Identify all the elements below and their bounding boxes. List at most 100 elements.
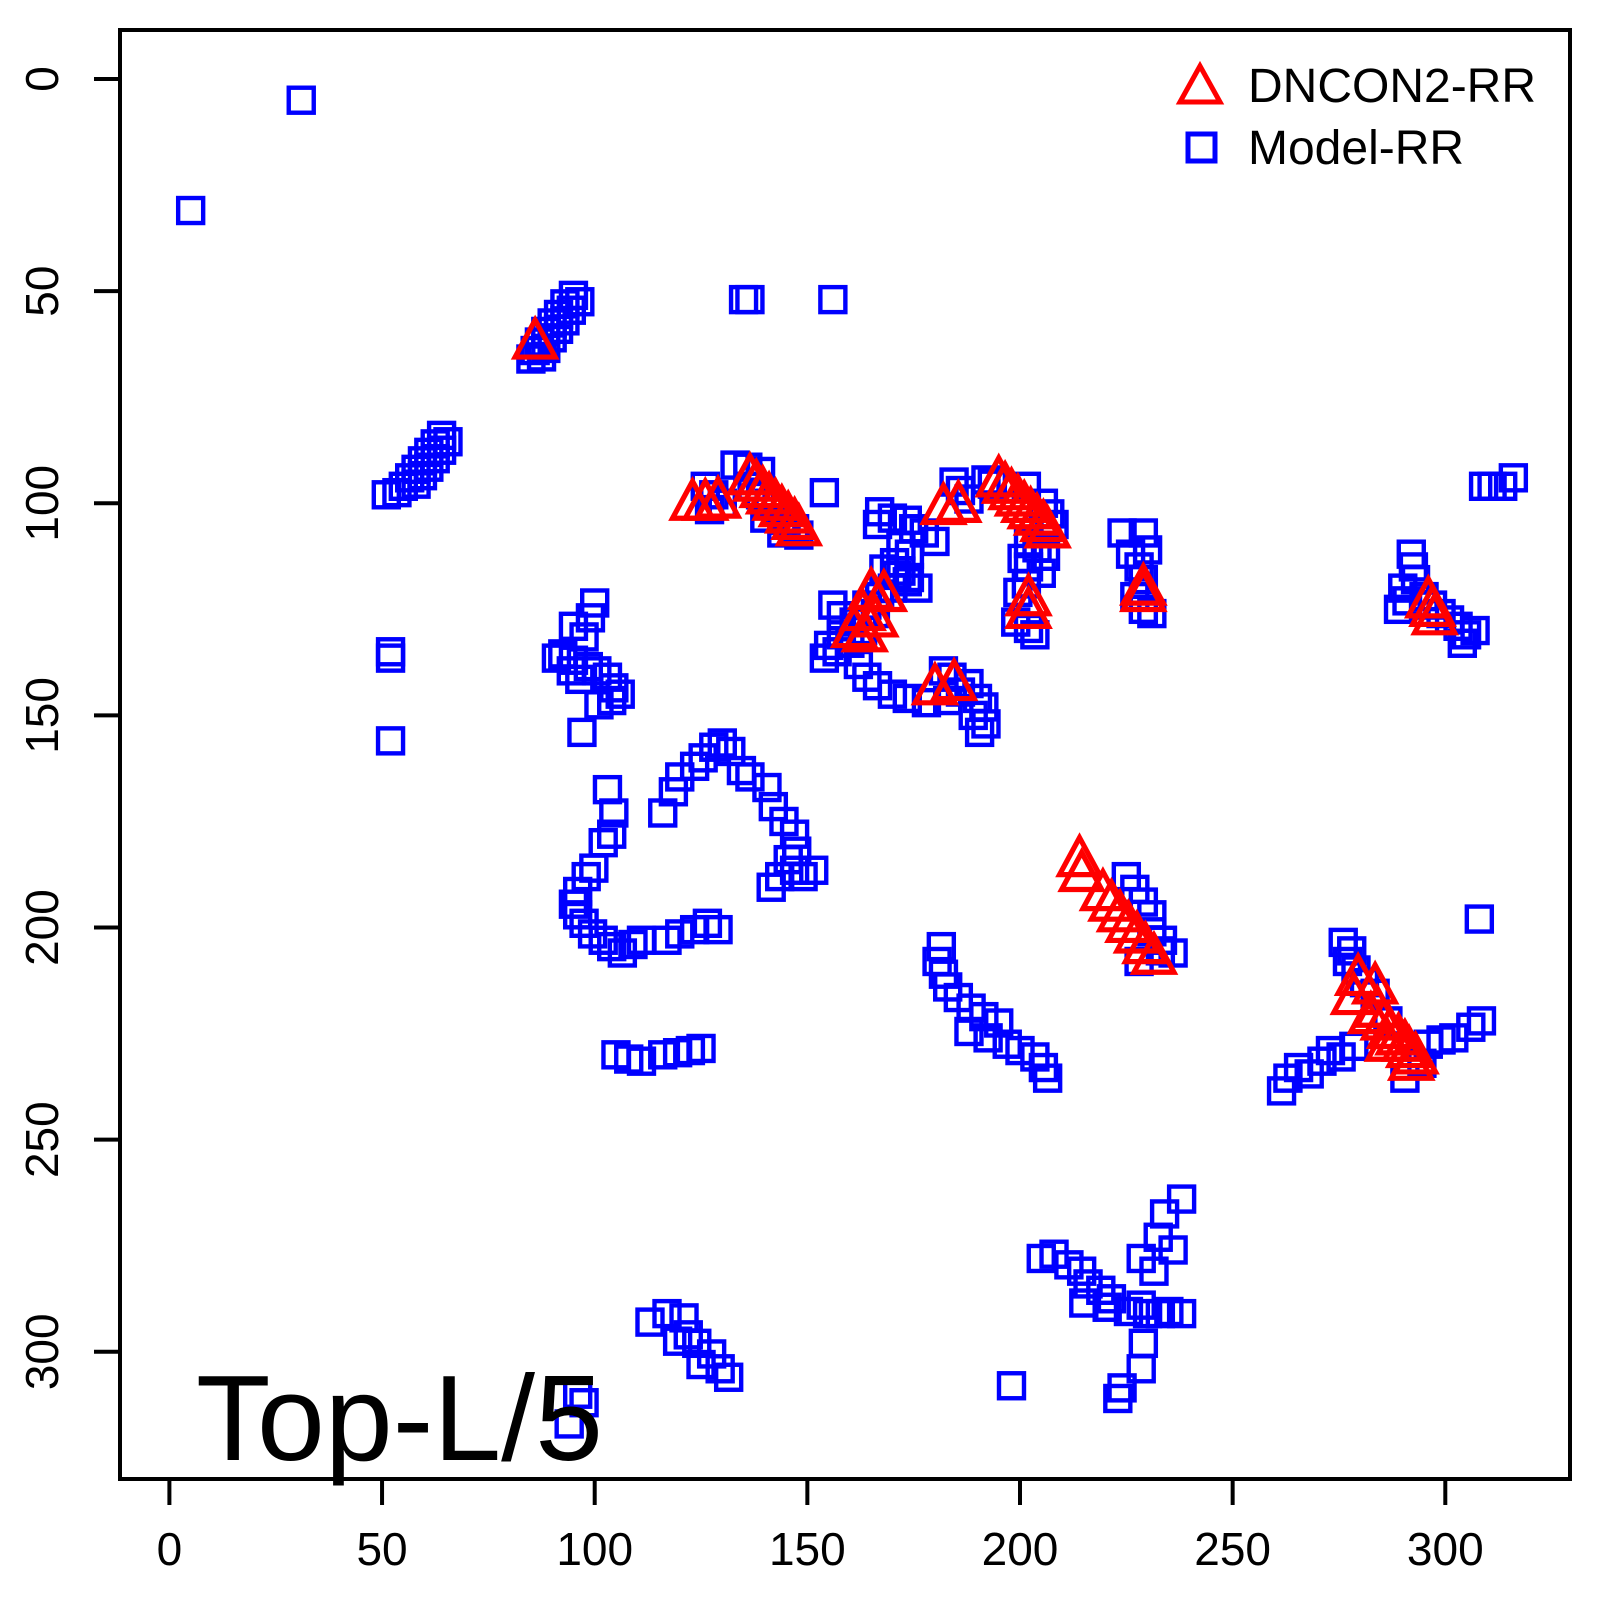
model-rr-marker — [818, 284, 848, 315]
dncon2-rr-marker — [774, 501, 824, 547]
x-tick-label: 300 — [1407, 1523, 1484, 1575]
model-rr-marker — [569, 1388, 599, 1418]
model-rr-marker — [1107, 518, 1137, 548]
dncon2-rr-marker — [1023, 503, 1073, 549]
model-rr-marker — [1032, 1063, 1063, 1093]
model-rr-marker — [679, 751, 710, 782]
y-tick-label: 300 — [16, 1313, 68, 1390]
dncon2-rr-marker — [1004, 583, 1053, 630]
model-rr-marker — [1460, 615, 1490, 646]
x-tick-label: 100 — [556, 1523, 633, 1575]
model-rr-marker — [877, 679, 908, 709]
model-rr-marker — [1132, 535, 1163, 565]
model-rr-marker — [286, 85, 316, 115]
dncon2-rr-marker — [1129, 929, 1179, 975]
model-rr-marker — [648, 1040, 678, 1070]
model-rr-marker — [652, 1298, 682, 1329]
model-rr-marker — [1166, 1184, 1197, 1214]
model-rr-marker — [1126, 1290, 1156, 1320]
dncon2-rr-marker — [1055, 832, 1104, 878]
model-rr-marker — [1466, 1006, 1497, 1036]
model-rr-marker — [686, 1033, 716, 1064]
model-rr-marker — [520, 335, 550, 366]
x-axis: 0 50 100 150 200 250 300 — [157, 1479, 1484, 1575]
dncon2-rr-marker — [1346, 989, 1396, 1035]
dncon2-rr-marker — [1386, 1035, 1436, 1081]
model-rr-marker — [1128, 1328, 1159, 1359]
model-rr-marker — [565, 664, 595, 695]
model-rr-marker — [954, 1016, 984, 1047]
model-rr-marker — [686, 1349, 716, 1380]
model-rr-marker — [973, 1023, 1003, 1053]
dncon2-rr-marker — [1057, 847, 1107, 893]
series-dncon2-rr — [510, 314, 1460, 1081]
model-rr-marker — [996, 1371, 1027, 1401]
y-tick-label: 150 — [16, 677, 68, 754]
model-rr-marker — [779, 855, 810, 885]
y-tick-label: 50 — [16, 266, 68, 317]
model-rr-marker — [1103, 1383, 1133, 1414]
model-rr-marker — [1464, 904, 1495, 934]
model-rr-marker — [705, 1354, 735, 1384]
model-rr-marker — [571, 861, 601, 892]
dncon2-rr-marker — [829, 603, 879, 649]
model-rr-marker — [809, 643, 840, 673]
series-model-rr — [175, 85, 1529, 1439]
model-rr-marker — [1020, 620, 1050, 650]
model-rr-marker — [635, 1307, 665, 1337]
model-rr-marker — [1158, 1235, 1188, 1265]
model-rr-marker — [618, 929, 648, 960]
model-rr-marker — [626, 1046, 657, 1076]
model-rr-marker — [756, 872, 786, 902]
legend-square-icon — [1185, 131, 1218, 164]
dncon2-rr-marker — [1329, 970, 1379, 1016]
model-rr-marker — [862, 671, 893, 701]
model-rr-marker — [735, 284, 765, 315]
model-rr-marker — [580, 588, 610, 618]
model-rr-marker — [371, 480, 402, 510]
model-rr-marker — [388, 471, 419, 501]
model-rr-marker — [1005, 1035, 1035, 1066]
model-rr-marker — [575, 603, 606, 633]
model-rr-marker — [375, 726, 406, 756]
dncon2-rr-marker — [1410, 590, 1460, 636]
model-rr-marker — [554, 1409, 584, 1439]
model-rr-marker — [175, 195, 206, 226]
x-tick-label: 0 — [157, 1523, 183, 1575]
model-rr-marker — [728, 284, 759, 315]
model-rr-marker — [707, 728, 737, 758]
model-rr-marker — [699, 732, 729, 762]
dncon2-rr-marker — [693, 473, 743, 519]
dncon2-rr-marker — [929, 656, 979, 702]
dncon2-rr-marker — [510, 314, 560, 360]
model-rr-marker — [703, 914, 733, 945]
x-tick-label: 50 — [356, 1523, 407, 1575]
legend-label-model: Model-RR — [1248, 122, 1464, 175]
y-tick-label: 250 — [16, 1101, 68, 1178]
model-rr-marker — [1166, 1298, 1197, 1329]
model-rr-marker — [1126, 1354, 1156, 1384]
model-rr-marker — [1092, 1292, 1122, 1322]
dncon2-rr-marker — [910, 660, 960, 706]
model-rr-marker — [713, 1362, 744, 1392]
model-rr-marker — [969, 1001, 999, 1032]
model-rr-marker — [375, 637, 406, 667]
model-rr-marker — [1498, 463, 1529, 493]
plot-box — [118, 28, 1572, 1481]
dncon2-rr-marker — [933, 477, 983, 523]
model-rr-marker — [562, 900, 593, 930]
legend-triangle-icon — [1175, 60, 1225, 105]
x-tick-label: 200 — [982, 1523, 1059, 1575]
model-rr-marker — [562, 1379, 593, 1409]
subtitle-top-l5: Top-L/5 — [196, 1350, 603, 1486]
model-rr-marker — [665, 919, 695, 949]
model-rr-marker — [584, 690, 614, 720]
model-rr-marker — [597, 819, 627, 849]
model-rr-marker — [1139, 1256, 1169, 1286]
model-rr-marker — [673, 1320, 703, 1350]
model-rr-marker — [809, 477, 840, 508]
y-tick-label: 0 — [16, 66, 68, 92]
model-rr-marker — [556, 656, 587, 686]
